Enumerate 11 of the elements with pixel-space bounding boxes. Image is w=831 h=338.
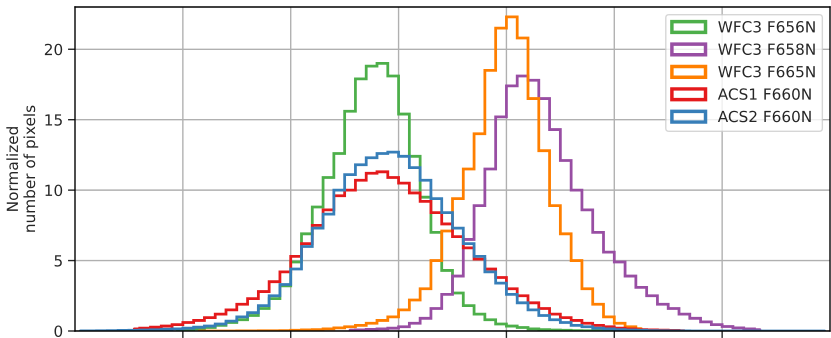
- y-tick-label: 5: [54, 255, 62, 267]
- y-tick-label: 20: [44, 44, 62, 56]
- y-tick-label: 10: [45, 184, 62, 196]
- legend-label: ACS2 F660N: [718, 110, 811, 122]
- y-axis-title: Normalized number of pixels: [6, 106, 38, 232]
- legend-label: WFC3 F658N: [718, 43, 815, 55]
- legend-label: ACS1 F660N: [718, 88, 811, 100]
- y-tick-label: 0: [54, 325, 62, 338]
- legend-label: WFC3 F656N: [718, 21, 815, 33]
- y-tick-label: 15: [45, 114, 62, 126]
- legend-label: WFC3 F665N: [718, 66, 815, 78]
